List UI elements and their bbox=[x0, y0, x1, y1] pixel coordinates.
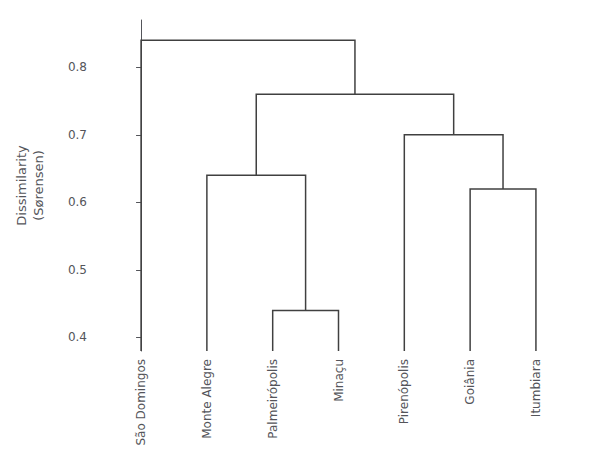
svg-text:Monte Alegre: Monte Alegre bbox=[200, 359, 214, 439]
svg-text:Itumbiara: Itumbiara bbox=[529, 359, 543, 417]
svg-text:(Sørensen): (Sørensen) bbox=[31, 150, 46, 221]
svg-text:0.8: 0.8 bbox=[68, 60, 87, 74]
svg-text:0.5: 0.5 bbox=[68, 263, 87, 277]
svg-text:Goiânia: Goiânia bbox=[463, 359, 477, 405]
svg-text:Dissimilarity: Dissimilarity bbox=[14, 145, 29, 226]
svg-text:Pirenópolis: Pirenópolis bbox=[397, 359, 411, 424]
svg-text:0.4: 0.4 bbox=[68, 330, 87, 344]
svg-text:0.7: 0.7 bbox=[68, 128, 87, 142]
svg-text:0.6: 0.6 bbox=[68, 195, 87, 209]
svg-text:Minaçu: Minaçu bbox=[332, 359, 346, 402]
svg-text:São Domingos: São Domingos bbox=[134, 359, 148, 446]
svg-text:Palmeirópolis: Palmeirópolis bbox=[266, 359, 280, 439]
